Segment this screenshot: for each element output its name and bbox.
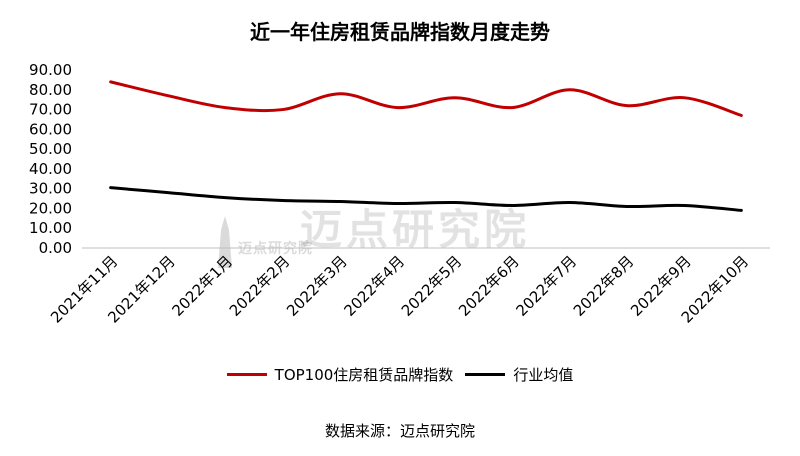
y-tick-label: 0.00	[39, 239, 72, 257]
legend-label-top100: TOP100住房租赁品牌指数	[274, 366, 454, 384]
y-tick-label: 80.00	[29, 81, 72, 99]
y-tick-label: 20.00	[29, 199, 72, 217]
x-tick-label: 2022年7月	[512, 252, 580, 320]
x-tick-label: 2022年4月	[340, 252, 408, 320]
legend-item-top100: TOP100住房租赁品牌指数	[226, 364, 454, 385]
y-tick-label: 50.00	[29, 140, 72, 158]
source-note: 数据来源：迈点研究院	[324, 422, 475, 440]
y-tick-label: 60.00	[29, 120, 72, 138]
x-tick-label: 2022年1月	[168, 252, 236, 320]
series-line-1	[109, 186, 743, 212]
series-line-0	[109, 80, 743, 117]
watermark-small-text: 迈点研究院	[238, 241, 313, 257]
y-tick-label: 90.00	[29, 61, 72, 79]
watermark-logo	[214, 216, 236, 272]
y-tick-label: 30.00	[29, 180, 72, 198]
x-tick-label: 2022年3月	[283, 252, 351, 320]
legend-swatch-industry-avg	[465, 373, 506, 376]
legend-label-industry-avg: 行业均值	[513, 366, 574, 384]
legend-swatch-top100	[226, 373, 267, 376]
y-tick-label: 70.00	[29, 101, 72, 119]
legend-item-industry-avg: 行业均值	[465, 364, 573, 385]
x-tick-label: 2022年5月	[398, 252, 466, 320]
y-tick-label: 40.00	[29, 160, 72, 178]
legend: TOP100住房租赁品牌指数 行业均值	[0, 364, 800, 385]
x-tick-label: 2022年6月	[455, 252, 523, 320]
x-tick-label: 2022年2月	[226, 252, 294, 320]
chart-title: 近一年住房租赁品牌指数月度走势	[250, 20, 550, 44]
y-tick-label: 10.00	[29, 219, 72, 237]
watermark-text: 迈点研究院	[300, 205, 531, 254]
x-tick-label: 2022年8月	[570, 252, 638, 320]
